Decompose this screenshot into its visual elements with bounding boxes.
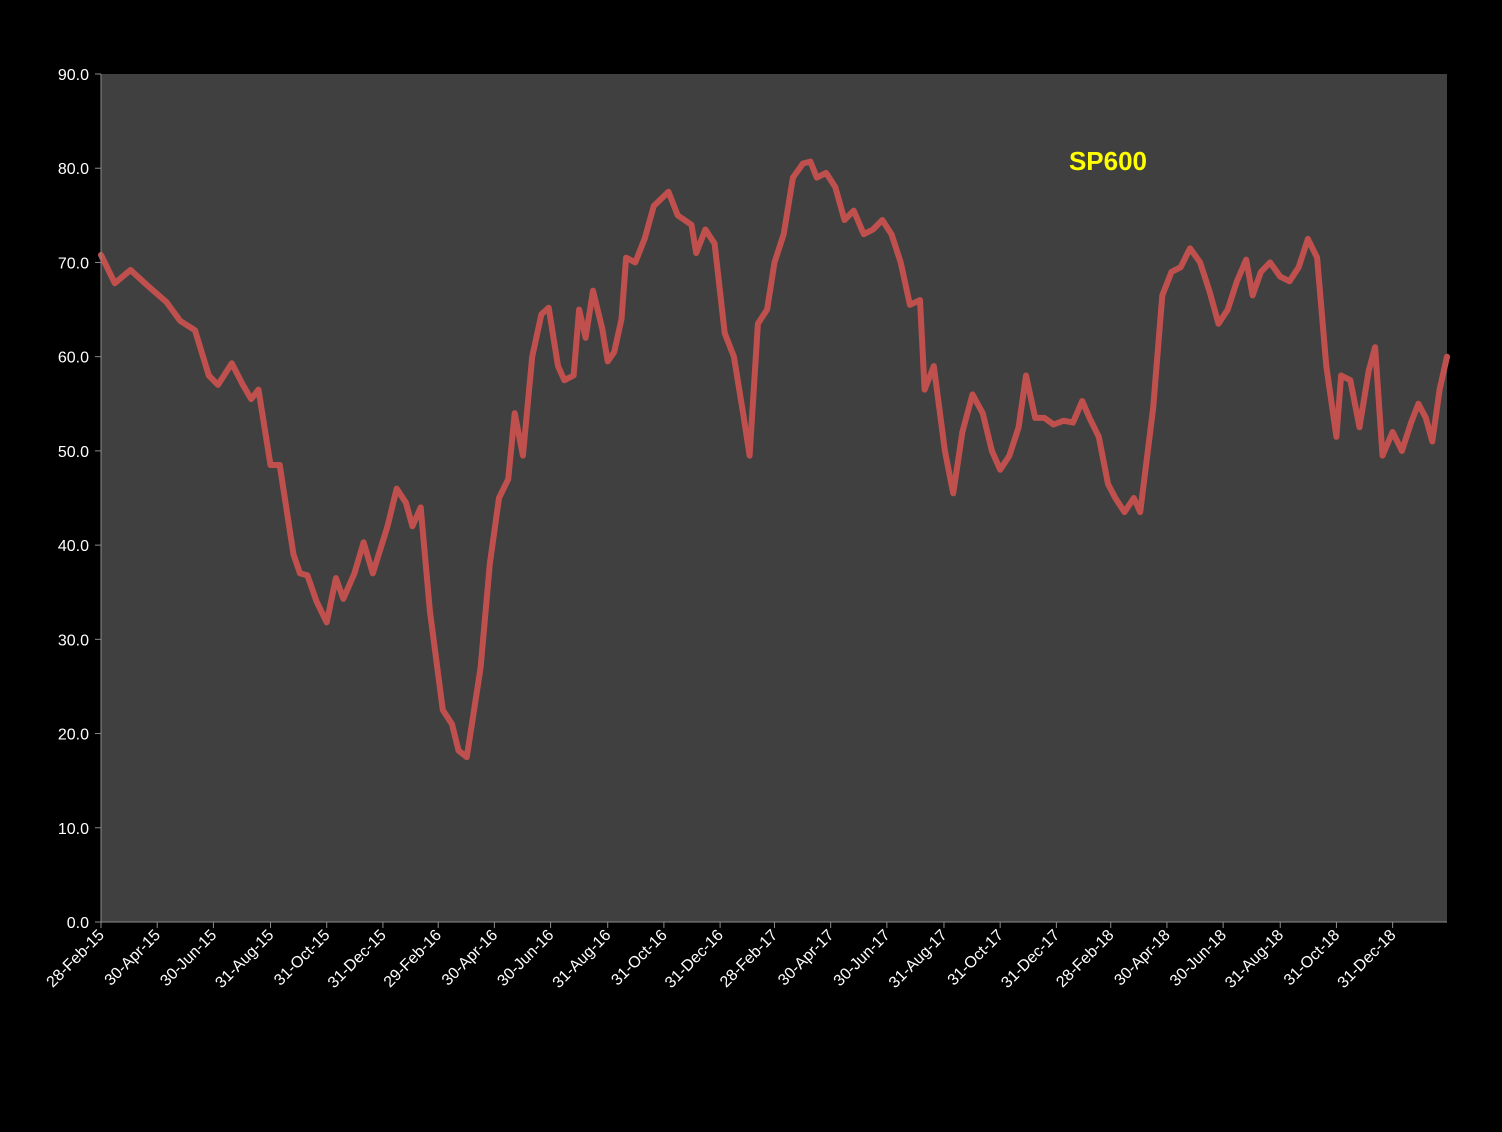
y-tick-label: 50.0 xyxy=(58,444,89,461)
y-tick-label: 60.0 xyxy=(58,350,89,367)
plot-area xyxy=(101,74,1447,922)
y-tick-label: 20.0 xyxy=(58,727,89,744)
series-layer xyxy=(98,158,1450,761)
series-line-1 xyxy=(98,158,1450,761)
y-tick-label: 40.0 xyxy=(58,538,89,555)
y-tick-label: 30.0 xyxy=(58,632,89,649)
y-tick-label: 80.0 xyxy=(58,161,89,178)
y-tick-label: 0.0 xyxy=(67,915,89,932)
y-tick-label: 90.0 xyxy=(58,67,89,84)
chart-title: SP600 xyxy=(1069,146,1147,176)
y-tick-label: 10.0 xyxy=(58,821,89,838)
y-tick-label: 70.0 xyxy=(58,255,89,272)
